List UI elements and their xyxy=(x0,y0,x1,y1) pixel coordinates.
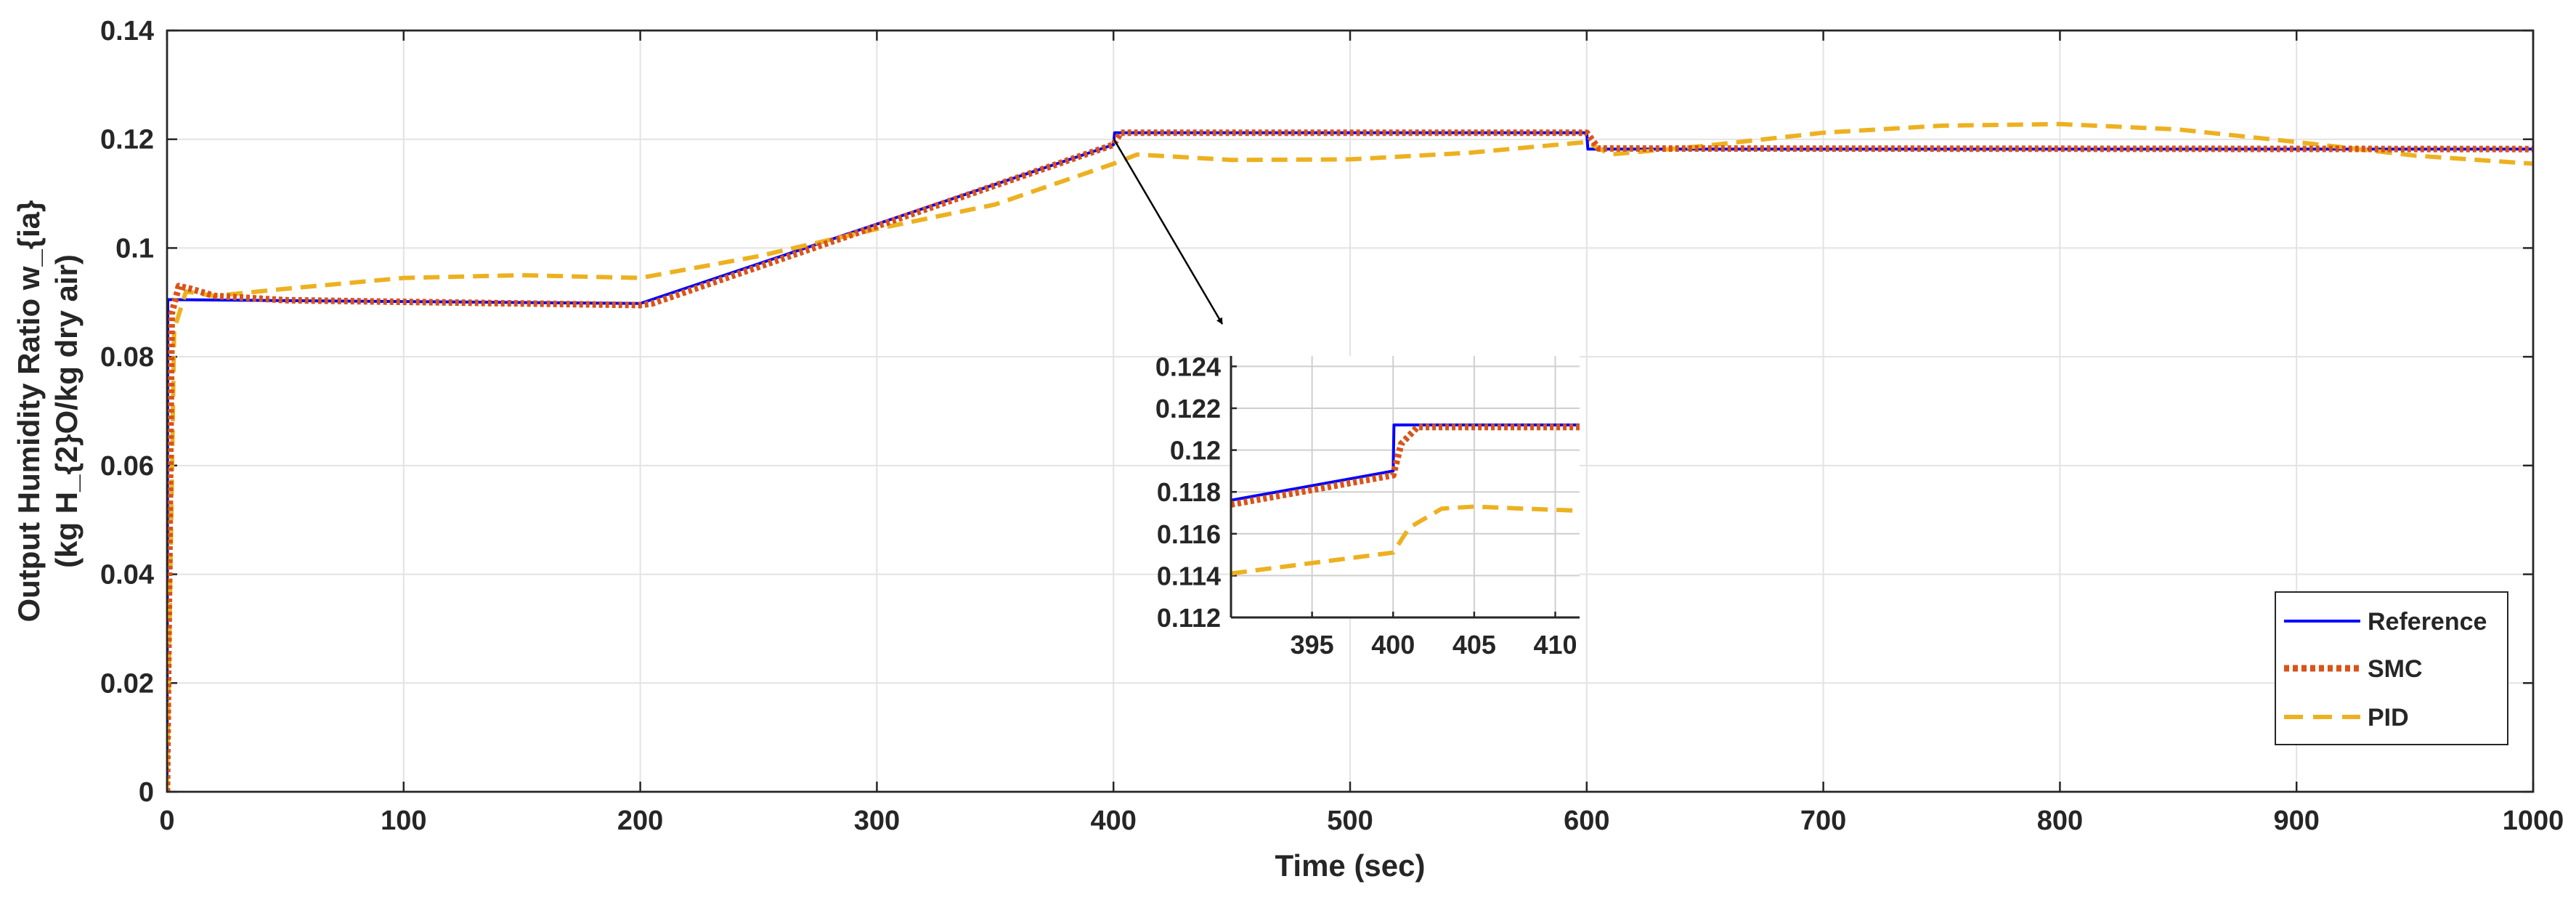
x-tick-label-700: 700 xyxy=(1800,806,1846,836)
x-tick-label-600: 600 xyxy=(1564,806,1609,836)
inset-series-smc xyxy=(1231,423,1580,508)
inset-grid xyxy=(1231,356,1580,618)
y-tick-label-0-04: 0.04 xyxy=(100,560,154,591)
inset-y-tick-label-0-118: 0.118 xyxy=(1157,477,1221,507)
legend-label-smc: SMC xyxy=(2368,655,2423,683)
inset-x-tick-label-410: 410 xyxy=(1533,630,1577,660)
x-tick-label-500: 500 xyxy=(1327,806,1373,836)
y-tick-label-0-14: 0.14 xyxy=(100,16,154,46)
inset-series-pid xyxy=(1231,504,1580,576)
y-tick-label-0-06: 0.06 xyxy=(100,451,154,482)
inset-y-tick-label-0-124: 0.124 xyxy=(1155,352,1221,381)
x-axis-label: Time (sec) xyxy=(1275,848,1426,883)
y-tick-label-0: 0 xyxy=(139,777,154,808)
x-tick-label-900: 900 xyxy=(2273,806,2319,836)
main-series xyxy=(167,121,2533,792)
inset-x-tick-label-405: 405 xyxy=(1452,630,1496,660)
inset-y-tick-label-0-12: 0.12 xyxy=(1170,436,1221,466)
legend-label-pid: PID xyxy=(2368,704,2409,731)
y-tick-label-0-12: 0.12 xyxy=(100,125,154,155)
inset-plot-area xyxy=(1231,356,1580,617)
inset-x-tick-label-395: 395 xyxy=(1291,630,1334,660)
x-tick-label-800: 800 xyxy=(2037,806,2083,836)
main-axes-frame xyxy=(166,29,2535,793)
x-tick-label-200: 200 xyxy=(617,806,663,836)
y-axis-label-line1: Output Humidity Ratio w_{ia} xyxy=(12,200,46,622)
inset-y-tick-label-0-114: 0.114 xyxy=(1157,561,1221,591)
inset-x-tick-label-400: 400 xyxy=(1371,630,1415,660)
x-tick-label-400: 400 xyxy=(1090,806,1136,836)
series-pid xyxy=(167,121,2533,792)
series-smc xyxy=(167,129,2533,792)
inset-y-tick-label-0-112: 0.112 xyxy=(1157,603,1221,633)
inset-series xyxy=(1231,423,1580,576)
inset-y-tick-label-0-116: 0.116 xyxy=(1157,519,1221,549)
legend: Reference SMC PID xyxy=(2275,591,2508,745)
x-tick-label-100: 100 xyxy=(381,806,426,836)
inset-ticks: 395 400 405 410 0.112 0.114 0.116 0.118 0.12 0.12… xyxy=(1155,352,1577,660)
x-tick-label-0: 0 xyxy=(159,806,174,836)
legend-label-reference: Reference xyxy=(2368,608,2487,636)
zoom-arrow xyxy=(1113,139,1224,325)
x-tick-label-300: 300 xyxy=(854,806,900,836)
y-axis-label-line2: (kg H_{2}O/kg dry air) xyxy=(49,254,84,568)
main-ticks: 0 100 200 300 400 500 600 700 800 900 1000 0 0.02 0.0… xyxy=(100,16,2564,836)
series-reference xyxy=(167,131,2533,792)
y-tick-label-0-08: 0.08 xyxy=(100,342,154,373)
y-tick-label-0-1: 0.1 xyxy=(115,233,154,264)
inset-y-tick-label-0-122: 0.122 xyxy=(1155,394,1221,423)
y-tick-label-0-02: 0.02 xyxy=(100,668,154,699)
x-tick-label-1000: 1000 xyxy=(2503,806,2564,836)
